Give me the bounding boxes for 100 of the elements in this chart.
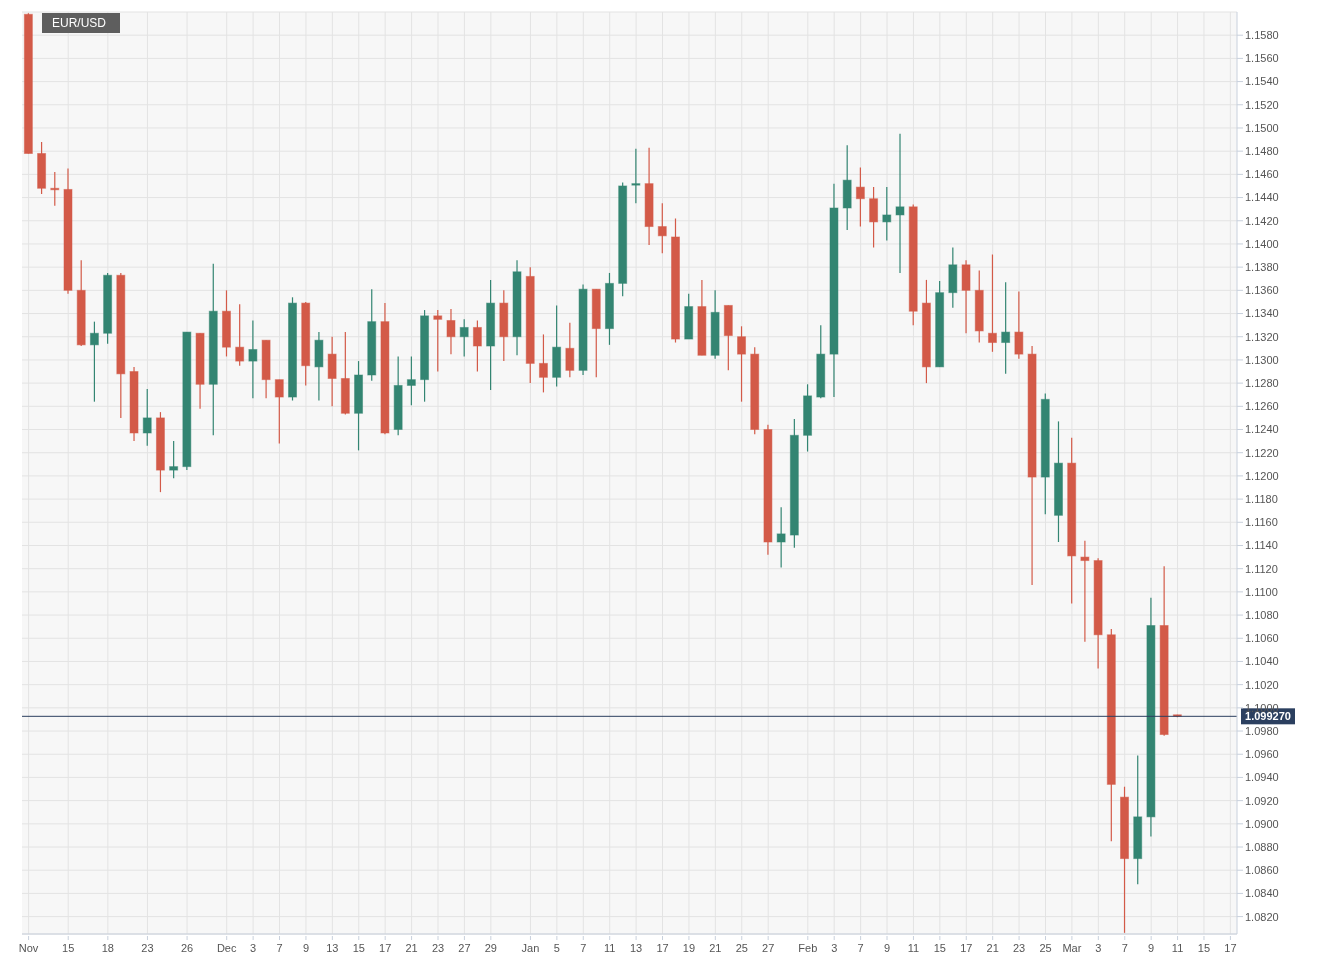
x-tick-label: 13	[326, 942, 339, 954]
candlestick	[1001, 281, 1011, 375]
y-tick-label: 1.1240	[1245, 423, 1279, 436]
x-tick-label: 11	[1171, 942, 1184, 954]
x-tick-label: 15	[1197, 942, 1211, 954]
candlestick	[142, 388, 152, 447]
y-tick-label: 1.1400	[1245, 237, 1279, 250]
candlestick	[538, 333, 548, 393]
candlestick	[89, 321, 99, 403]
x-tick-label: 17	[1224, 942, 1237, 954]
y-tick-label: 1.1120	[1245, 562, 1278, 575]
y-tick-label: 1.1440	[1245, 191, 1279, 204]
y-tick-label: 1.1160	[1245, 516, 1278, 529]
x-tick-label: 23	[1012, 942, 1026, 954]
x-tick-label: 7	[1121, 942, 1128, 954]
y-tick-label: 1.0820	[1245, 910, 1279, 923]
candlestick	[406, 355, 416, 406]
x-tick-label: 25	[735, 942, 748, 954]
candlestick	[869, 186, 879, 249]
x-tick-label: 23	[431, 942, 445, 954]
y-tick-label: 1.1280	[1245, 377, 1279, 390]
x-tick-label: Jan	[521, 942, 540, 954]
candlestick	[657, 202, 667, 254]
x-tick-label: 9	[1148, 942, 1155, 954]
x-tick-label: 11	[907, 942, 920, 954]
y-tick-label: 1.1260	[1245, 400, 1279, 413]
chart-title: EUR/USD	[42, 13, 121, 33]
x-tick-label: 29	[484, 942, 497, 954]
candlestick	[987, 253, 997, 353]
y-tick-label: 1.1340	[1245, 307, 1279, 320]
x-tick-label: Mar	[1062, 942, 1082, 954]
candlestick	[459, 318, 469, 358]
y-tick-label: 1.1520	[1245, 98, 1279, 111]
y-tick-label: 1.1360	[1245, 284, 1279, 297]
y-tick-label: 1.1460	[1245, 168, 1279, 181]
y-tick-label: 1.0900	[1245, 817, 1279, 830]
y-tick-label: 1.1500	[1245, 121, 1279, 134]
candlestick	[631, 148, 641, 204]
candlestick	[1014, 290, 1024, 360]
y-tick-label: 1.0880	[1245, 840, 1279, 853]
x-tick-label: 26	[180, 942, 194, 954]
x-tick-label: Dec	[216, 942, 237, 954]
y-tick-label: 1.0980	[1245, 724, 1279, 737]
y-tick-label: 1.1140	[1245, 539, 1278, 552]
y-tick-label: 1.1020	[1245, 678, 1279, 691]
y-tick-label: 1.1580	[1245, 29, 1279, 42]
x-tick-label: 15	[352, 942, 365, 954]
x-tick-label: 27	[762, 942, 775, 954]
candlestick	[1080, 540, 1090, 643]
x-tick-label: 17	[960, 942, 973, 954]
x-tick-label: 18	[101, 942, 114, 954]
y-tick-label: 1.1320	[1245, 330, 1279, 343]
x-tick-label: 7	[276, 942, 283, 954]
x-tick-label: 3	[1095, 942, 1102, 954]
y-tick-label: 1.0960	[1245, 748, 1279, 761]
x-tick-label: 21	[986, 942, 999, 954]
x-tick-label: 21	[405, 942, 418, 954]
candlestick	[433, 309, 443, 373]
x-tick-label: 19	[682, 942, 696, 954]
candlestick	[248, 319, 258, 399]
y-tick-label: 1.0860	[1245, 864, 1279, 877]
x-tick-label: 17	[379, 942, 392, 954]
candlestick	[882, 186, 892, 242]
candlestick	[169, 440, 179, 479]
y-tick-label: 1.1040	[1245, 655, 1279, 668]
x-tick-label: 27	[458, 942, 471, 954]
y-tick-label: 1.1180	[1245, 493, 1278, 505]
candlestick	[776, 506, 786, 569]
candlestick	[235, 303, 245, 367]
x-tick-label: 7	[580, 942, 587, 954]
candlestick	[446, 308, 456, 355]
y-tick-label: 1.1060	[1245, 632, 1279, 645]
x-tick-label: 15	[933, 942, 946, 954]
candlestick	[855, 166, 865, 228]
candlestick	[274, 379, 284, 445]
y-tick-label: 1.1100	[1245, 585, 1278, 598]
x-tick-label: 9	[883, 942, 891, 954]
y-tick-label: 1.0940	[1245, 771, 1279, 784]
x-tick-label: 3	[250, 942, 257, 954]
x-tick-label: 25	[1039, 942, 1052, 954]
x-tick-label: 21	[709, 942, 722, 954]
candlestick	[895, 133, 905, 274]
candlestick	[472, 319, 482, 373]
x-tick-label: Feb	[798, 942, 818, 954]
y-tick-label: 1.1220	[1245, 446, 1279, 459]
y-tick-label: 1.1480	[1245, 145, 1279, 158]
y-tick-label: 1.1080	[1245, 608, 1279, 621]
x-tick-label: 23	[141, 942, 154, 954]
y-tick-label: 1.0840	[1245, 887, 1279, 900]
candlestick	[565, 322, 575, 378]
y-tick-label: 1.1540	[1245, 75, 1279, 88]
x-tick-label: 15	[62, 942, 75, 954]
x-tick-label: 7	[857, 942, 864, 954]
x-tick-label: 9	[302, 942, 309, 954]
x-tick-label: 13	[629, 942, 643, 954]
y-tick-label: 1.1300	[1245, 353, 1279, 366]
x-tick-label: 11	[603, 942, 616, 954]
x-tick-label: 5	[553, 942, 560, 954]
x-tick-label: 3	[831, 942, 838, 954]
y-tick-label: 1.1380	[1245, 261, 1279, 274]
